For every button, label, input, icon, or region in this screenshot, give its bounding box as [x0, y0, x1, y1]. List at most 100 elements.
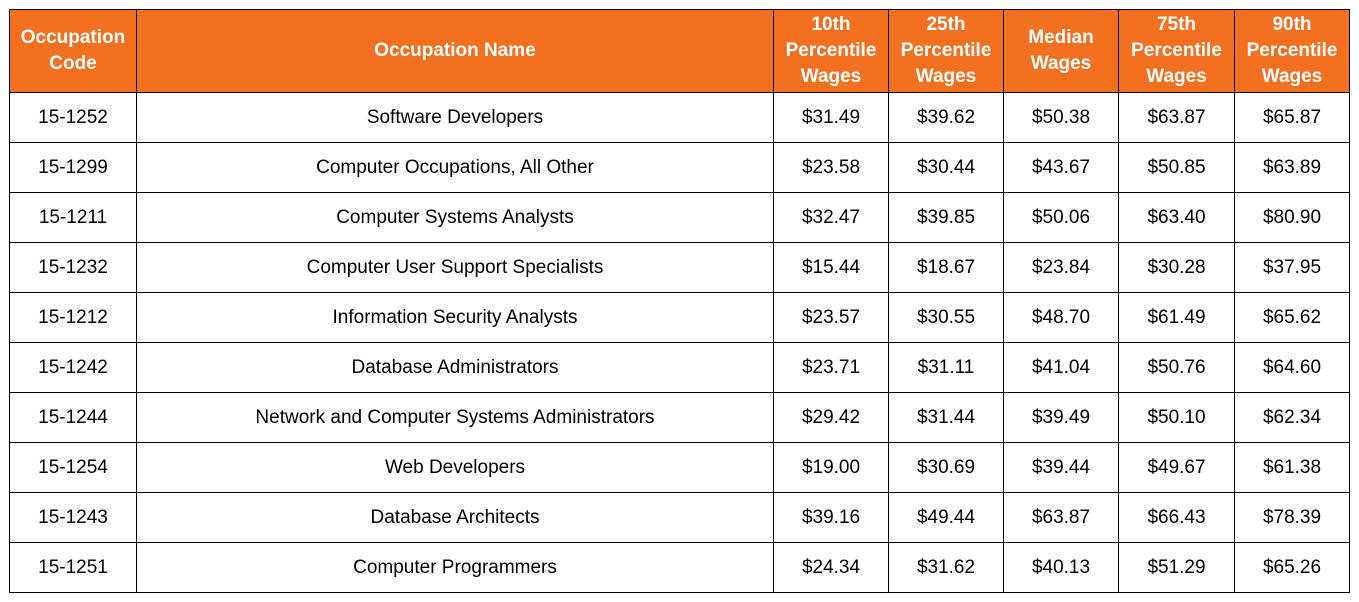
p25-wage-cell: $30.69 [888, 442, 1004, 493]
median-wage-cell: $50.38 [1003, 92, 1119, 143]
median-wage-cell: $63.87 [1003, 492, 1119, 543]
median-wage-cell: $48.70 [1003, 292, 1119, 343]
median-wage-cell: $50.06 [1003, 192, 1119, 243]
table-row: 15-1244 Network and Computer Systems Admi… [9, 392, 1350, 443]
table-row: 15-1252 Software Developers $31.49 $39.62 $5… [9, 92, 1350, 143]
header-line: Wages [800, 66, 862, 87]
header-line: Percentile [1246, 40, 1338, 61]
median-wage-cell: $41.04 [1003, 342, 1119, 393]
header-25th-percentile: 25th Percentile Wages [888, 9, 1004, 93]
occupation-name-cell: Database Administrators [136, 342, 774, 393]
occupation-code-cell: 15-1251 [9, 542, 137, 593]
header-line: Percentile [1131, 40, 1222, 61]
occupation-code-cell: 15-1243 [9, 492, 137, 543]
header-75th-percentile: 75th Percentile Wages [1118, 9, 1235, 93]
p90-wage-cell: $61.38 [1234, 442, 1350, 493]
p75-wage-cell: $66.43 [1118, 492, 1235, 543]
header-line: Occupation [20, 27, 126, 48]
table-row: 15-1254 Web Developers $19.00 $30.69 $39.44 $… [9, 442, 1350, 493]
occupation-name-cell: Computer Systems Analysts [136, 192, 774, 243]
p10-wage-cell: $23.71 [773, 342, 889, 393]
table-row: 15-1251 Computer Programmers $24.34 $31.62 $… [9, 542, 1350, 593]
table-row: 15-1232 Computer User Support Specialists… [9, 242, 1350, 293]
p90-wage-cell: $37.95 [1234, 242, 1350, 293]
p75-wage-cell: $30.28 [1118, 242, 1235, 293]
header-line: Percentile [785, 40, 877, 61]
header-line: Wages [1146, 66, 1207, 87]
occupation-code-cell: 15-1299 [9, 142, 137, 193]
wage-table: Occupation Code Occupation Name 10th Perce… [9, 9, 1350, 593]
p90-wage-cell: $62.34 [1234, 392, 1350, 443]
header-line: Percentile [900, 40, 992, 61]
header-row: Occupation Code Occupation Name 10th Perce… [9, 9, 1350, 93]
occupation-name-cell: Network and Computer Systems Administrat… [136, 392, 774, 443]
p25-wage-cell: $31.62 [888, 542, 1004, 593]
table-row: 15-1212 Information Security Analysts $23.… [9, 292, 1350, 343]
p10-wage-cell: $39.16 [773, 492, 889, 543]
occupation-name-cell: Software Developers [136, 92, 774, 143]
occupation-code-cell: 15-1242 [9, 342, 137, 393]
occupation-code-cell: 15-1252 [9, 92, 137, 143]
p90-wage-cell: $80.90 [1234, 192, 1350, 243]
p90-wage-cell: $65.62 [1234, 292, 1350, 343]
header-line: Wages [1261, 66, 1323, 87]
occupation-name-cell: Computer User Support Specialists [136, 242, 774, 293]
occupation-name-cell: Information Security Analysts [136, 292, 774, 343]
median-wage-cell: $39.49 [1003, 392, 1119, 443]
p25-wage-cell: $30.55 [888, 292, 1004, 343]
header-line: Code [49, 53, 97, 74]
p25-wage-cell: $49.44 [888, 492, 1004, 543]
p10-wage-cell: $23.58 [773, 142, 889, 193]
header-occupation-name: Occupation Name [136, 9, 774, 93]
p90-wage-cell: $65.87 [1234, 92, 1350, 143]
p10-wage-cell: $29.42 [773, 392, 889, 443]
header-90th-percentile: 90th Percentile Wages [1234, 9, 1350, 93]
median-wage-cell: $43.67 [1003, 142, 1119, 193]
header-occupation-code: Occupation Code [9, 9, 137, 93]
p75-wage-cell: $50.85 [1118, 142, 1235, 193]
table-row: 15-1242 Database Administrators $23.71 $31.… [9, 342, 1350, 393]
header-line: Wages [1030, 53, 1092, 74]
header-10th-percentile: 10th Percentile Wages [773, 9, 889, 93]
p75-wage-cell: $50.10 [1118, 392, 1235, 443]
header-line: Wages [915, 66, 977, 87]
occupation-name-cell: Computer Programmers [136, 542, 774, 593]
occupation-code-cell: 15-1212 [9, 292, 137, 343]
table-header: Occupation Code Occupation Name 10th Perce… [9, 9, 1350, 93]
header-line: Occupation Name [374, 40, 536, 61]
table-row: 15-1211 Computer Systems Analysts $32.47 $3… [9, 192, 1350, 243]
median-wage-cell: $40.13 [1003, 542, 1119, 593]
p90-wage-cell: $64.60 [1234, 342, 1350, 393]
p90-wage-cell: $78.39 [1234, 492, 1350, 543]
header-line: 90th [1272, 14, 1312, 35]
occupation-name-cell: Computer Occupations, All Other [136, 142, 774, 193]
p10-wage-cell: $31.49 [773, 92, 889, 143]
p75-wage-cell: $63.40 [1118, 192, 1235, 243]
p90-wage-cell: $65.26 [1234, 542, 1350, 593]
p75-wage-cell: $61.49 [1118, 292, 1235, 343]
table-row: 15-1299 Computer Occupations, All Other $2… [9, 142, 1350, 193]
occupation-code-cell: 15-1254 [9, 442, 137, 493]
p25-wage-cell: $18.67 [888, 242, 1004, 293]
p10-wage-cell: $15.44 [773, 242, 889, 293]
p25-wage-cell: $31.11 [888, 342, 1004, 393]
occupation-code-cell: 15-1232 [9, 242, 137, 293]
p10-wage-cell: $19.00 [773, 442, 889, 493]
p75-wage-cell: $63.87 [1118, 92, 1235, 143]
p10-wage-cell: $24.34 [773, 542, 889, 593]
p25-wage-cell: $39.62 [888, 92, 1004, 143]
median-wage-cell: $39.44 [1003, 442, 1119, 493]
table-row: 15-1243 Database Architects $39.16 $49.44 $6… [9, 492, 1350, 543]
header-line: 10th [811, 14, 851, 35]
p10-wage-cell: $23.57 [773, 292, 889, 343]
header-line: 25th [926, 14, 966, 35]
p25-wage-cell: $30.44 [888, 142, 1004, 193]
p90-wage-cell: $63.89 [1234, 142, 1350, 193]
occupation-name-cell: Database Architects [136, 492, 774, 543]
header-median: Median Wages [1003, 9, 1119, 93]
header-line: Median [1028, 27, 1094, 48]
p25-wage-cell: $39.85 [888, 192, 1004, 243]
p10-wage-cell: $32.47 [773, 192, 889, 243]
occupation-code-cell: 15-1244 [9, 392, 137, 443]
p75-wage-cell: $51.29 [1118, 542, 1235, 593]
